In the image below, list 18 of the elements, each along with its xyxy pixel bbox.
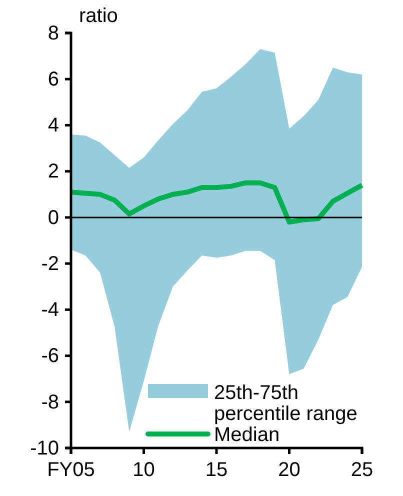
y-tick-label: -2 xyxy=(41,252,59,275)
x-tick-label: 15 xyxy=(205,459,228,482)
y-axis-title: ratio xyxy=(79,5,118,27)
y-tick-label: -6 xyxy=(41,345,59,368)
y-tick-label: -10 xyxy=(30,437,59,460)
x-tick-label: 10 xyxy=(132,459,155,482)
y-tick-label: 0 xyxy=(48,206,59,229)
x-tick-label: 25 xyxy=(350,459,374,482)
y-tick-label: 2 xyxy=(48,160,59,183)
y-tick-label: -4 xyxy=(41,299,59,322)
y-tick-label: 6 xyxy=(48,68,59,91)
x-tick-label: FY05 xyxy=(47,459,95,482)
legend-label: Median xyxy=(214,424,280,446)
y-tick-label: 4 xyxy=(48,114,59,137)
x-tick-label: 20 xyxy=(278,459,300,482)
y-tick-label: -8 xyxy=(41,391,59,414)
annotation: 25th-75th percentile range xyxy=(214,382,358,425)
y-tick-label: 8 xyxy=(48,22,59,44)
